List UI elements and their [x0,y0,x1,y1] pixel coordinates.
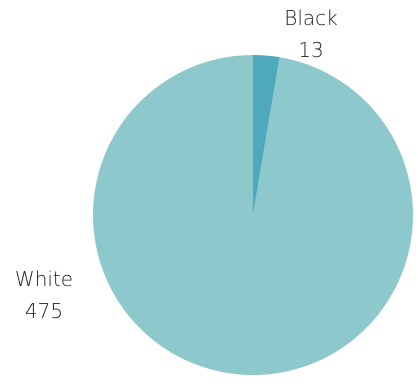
pie-slice-white [93,55,413,376]
slice-value-black: 13 [298,38,323,62]
slice-label-white: White [15,267,73,291]
pie-slices [93,55,413,376]
slice-label-black: Black [284,6,338,30]
pie-slice-black [253,55,280,215]
slice-value-white: 475 [25,299,63,323]
pie-labels: Black 13 White 475 [15,6,338,323]
